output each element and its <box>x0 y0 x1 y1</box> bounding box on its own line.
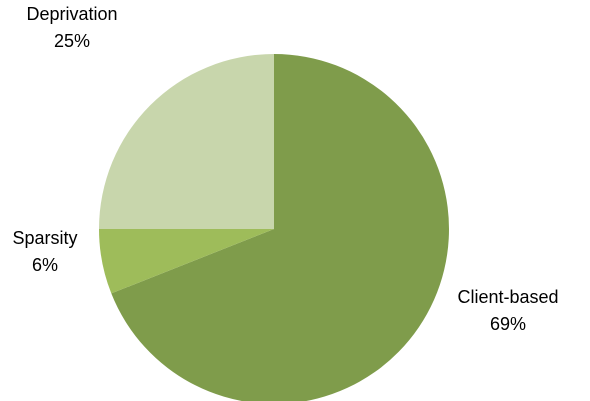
pie-slice-client-based <box>111 54 450 401</box>
slice-label-client-based: Client-based <box>457 287 558 307</box>
slice-percent-deprivation: 25% <box>54 31 90 51</box>
slice-label-deprivation: Deprivation <box>26 4 117 24</box>
slice-percent-sparsity: 6% <box>32 255 58 275</box>
pie-slice-deprivation <box>99 54 274 229</box>
slice-label-sparsity: Sparsity <box>12 228 77 248</box>
pie-slice-sparsity <box>99 229 274 294</box>
slice-percent-client-based: 69% <box>490 314 526 334</box>
